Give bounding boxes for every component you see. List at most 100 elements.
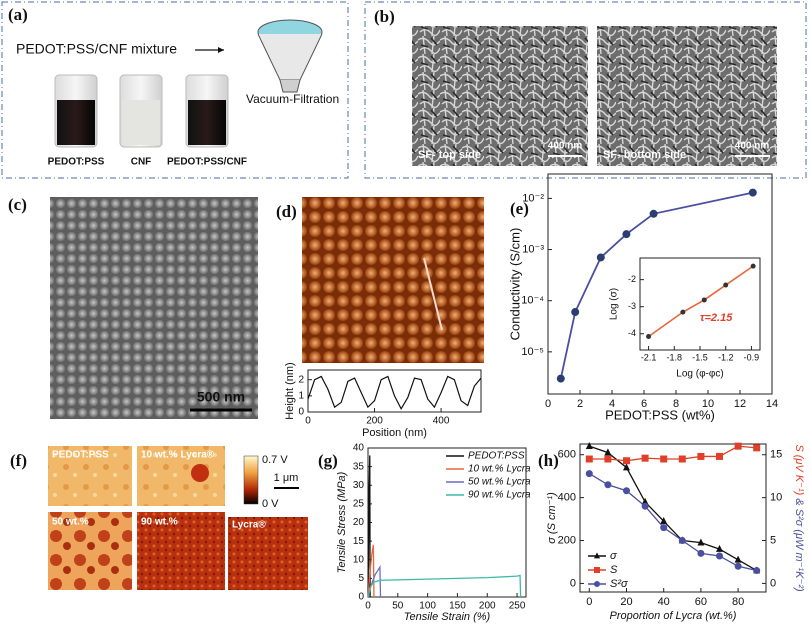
x-tick-label: 0 — [545, 398, 551, 410]
x-tick-label: -1.2 — [718, 352, 734, 362]
vials — [54, 74, 229, 148]
image-caption: PEDOT:PSS — [52, 450, 109, 461]
x-tick-label: 100 — [419, 601, 436, 612]
legend-label: PEDOT:PSS — [468, 451, 525, 462]
colorbar-label: 0.7 V — [262, 454, 288, 466]
panel-label: (g) — [318, 451, 338, 470]
kpfm-spot — [191, 464, 209, 482]
x-tick-label: 20 — [620, 596, 632, 608]
legend-marker — [594, 581, 600, 587]
y-tick-label: 600 — [558, 449, 576, 461]
y-tick-label: 35 — [353, 461, 365, 472]
image-caption: SF- bottom side — [603, 149, 686, 161]
marker — [604, 455, 612, 463]
funnel — [257, 19, 323, 93]
y-tick-label: 30 — [353, 480, 365, 491]
image-caption: 50 wt.% — [52, 517, 89, 528]
marker — [753, 567, 761, 575]
y-tick-label: -2 — [628, 274, 636, 284]
vial-label: CNF — [131, 157, 152, 168]
y-tick-label: 1 — [298, 390, 304, 401]
y-tick-label: -3 — [628, 301, 636, 311]
legend-label: 10 wt.% Lycra — [468, 464, 531, 475]
marker — [678, 537, 686, 545]
series-line — [307, 375, 482, 411]
marker — [596, 253, 605, 262]
legend-label: S — [610, 564, 618, 576]
x-axis-label: Proportion of Lycra (wt.%) — [610, 610, 737, 622]
marker — [623, 457, 630, 465]
annotation: τ=2.15 — [700, 312, 733, 324]
y2-axis-label-part: S (μV K⁻¹) — [793, 444, 805, 495]
panel-label: (e) — [510, 199, 529, 218]
marker — [701, 297, 707, 303]
marker — [604, 481, 612, 489]
x-tick-label: 6 — [641, 398, 647, 410]
legend-marker — [594, 567, 600, 573]
kpfm-image — [137, 446, 225, 506]
kpfm-image — [137, 512, 225, 590]
mixture-label: PEDOT:PSS/CNF mixture — [16, 41, 177, 57]
panel-frame — [364, 1, 807, 179]
marker — [723, 282, 729, 288]
y2-tick-label: 0 — [770, 577, 776, 589]
y2-axis-label-part: & S²σ (μW m⁻¹K⁻²) — [793, 498, 805, 592]
marker — [660, 455, 668, 463]
marker — [753, 444, 761, 452]
y2-tick-label: 10 — [770, 492, 782, 504]
marker — [697, 538, 705, 546]
x-tick-label: -1.5 — [692, 352, 708, 362]
y-tick-label: 15 — [353, 536, 365, 547]
image-caption: Lycra® — [232, 520, 266, 531]
legend-marker — [594, 552, 600, 559]
y-tick-label: 25 — [353, 499, 365, 510]
x-tick-label: 200 — [479, 601, 496, 612]
sem-image — [597, 26, 777, 166]
marker — [571, 308, 580, 317]
marker — [697, 549, 705, 557]
x-tick-label: 2 — [577, 398, 583, 410]
marker — [649, 209, 658, 218]
y-tick-label: -4 — [628, 328, 636, 338]
marker — [716, 452, 723, 460]
afm-image — [302, 197, 484, 363]
x-tick-label: 0 — [305, 416, 311, 427]
legend-label: 50 wt.% Lycra — [468, 477, 531, 488]
marker — [716, 552, 723, 560]
y-tick-label: 5 — [358, 573, 364, 584]
x-tick-label: 10 — [702, 398, 714, 410]
series-line — [589, 445, 757, 462]
vial-label: PEDOT:PSS — [48, 157, 105, 168]
panel-label: (h) — [538, 451, 559, 470]
x-tick-label: 40 — [658, 596, 670, 608]
arrowhead — [218, 47, 224, 53]
x-tick-label: 12 — [734, 398, 746, 410]
x-tick-label: 14 — [766, 398, 778, 410]
y-axis-label: Tensile Stress (MPa) — [336, 471, 348, 573]
y-tick-label: 0 — [298, 407, 304, 418]
x-tick-label: 4 — [609, 398, 615, 410]
y2-axis-label: S (μV K⁻¹) & S²σ (μW m⁻¹K⁻²) — [793, 444, 805, 592]
y2-tick-label: 15 — [770, 449, 782, 461]
y-axis-label: σ (S cm⁻¹) — [546, 492, 558, 544]
marker — [585, 441, 593, 449]
scale-label: 400 nm — [548, 141, 583, 152]
x-axis-label: Tensile Strain (%) — [404, 611, 491, 623]
series-line — [367, 544, 375, 598]
marker — [604, 448, 612, 456]
plot-frame — [307, 369, 482, 413]
kpfm-image — [48, 512, 132, 590]
sem-image — [50, 197, 258, 419]
y-axis-label: Conductivity (S/cm) — [507, 228, 522, 341]
scale-label: 400 nm — [735, 141, 770, 152]
marker — [734, 442, 742, 450]
y-tick-label: 400 — [558, 492, 576, 504]
scale-label: 1 μm — [274, 472, 299, 484]
marker — [734, 555, 742, 563]
x-tick-label: 150 — [449, 601, 466, 612]
legend-label: σ — [610, 550, 617, 562]
panel-label: (b) — [374, 7, 395, 26]
marker — [641, 502, 649, 510]
scale-label: 500 nm — [197, 389, 245, 405]
plot-frame — [547, 173, 773, 395]
